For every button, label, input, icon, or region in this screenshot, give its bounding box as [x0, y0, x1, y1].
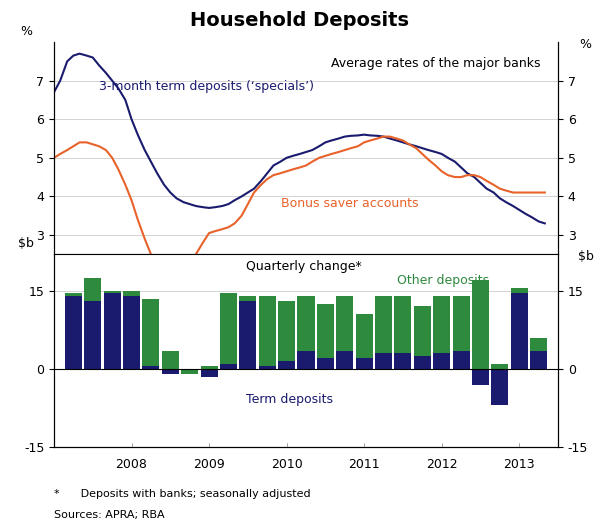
Bar — [65, 294, 82, 296]
Y-axis label: %: % — [20, 25, 32, 38]
Bar — [181, 369, 198, 374]
Bar — [104, 294, 121, 369]
Bar — [433, 296, 450, 353]
Bar — [200, 366, 218, 369]
Bar — [452, 351, 470, 369]
Bar — [511, 294, 528, 369]
Bar — [278, 301, 295, 361]
Bar — [220, 294, 237, 363]
Bar — [317, 359, 334, 369]
Bar — [181, 369, 198, 371]
Bar — [472, 369, 489, 385]
Bar — [239, 301, 256, 369]
Bar — [220, 363, 237, 369]
Text: Term deposits: Term deposits — [245, 393, 332, 406]
Bar — [336, 296, 353, 351]
Text: Bonus saver accounts: Bonus saver accounts — [281, 197, 418, 210]
Y-axis label: %: % — [580, 38, 592, 51]
Bar — [104, 291, 121, 294]
Bar — [530, 338, 547, 351]
Text: Other deposits: Other deposits — [397, 274, 489, 287]
Bar — [200, 369, 218, 377]
Text: *      Deposits with banks; seasonally adjusted: * Deposits with banks; seasonally adjust… — [54, 489, 311, 499]
Bar — [491, 363, 508, 369]
Bar — [239, 296, 256, 301]
Bar — [162, 369, 179, 374]
Bar — [142, 299, 160, 366]
Bar — [452, 296, 470, 351]
Y-axis label: $b: $b — [578, 250, 593, 264]
Bar — [84, 301, 101, 369]
Bar — [511, 288, 528, 294]
Bar — [317, 304, 334, 359]
Bar — [414, 306, 431, 356]
Text: Average rates of the major banks: Average rates of the major banks — [331, 57, 541, 70]
Bar — [259, 366, 276, 369]
Bar — [491, 369, 508, 406]
Bar — [298, 351, 314, 369]
Bar — [123, 296, 140, 369]
Bar — [123, 291, 140, 296]
Text: 3-month term deposits (‘specials’): 3-month term deposits (‘specials’) — [100, 80, 314, 93]
Bar — [414, 356, 431, 369]
Bar — [472, 280, 489, 369]
Bar — [84, 278, 101, 301]
Bar — [356, 359, 373, 369]
Bar — [394, 296, 412, 353]
Text: Sources: APRA; RBA: Sources: APRA; RBA — [54, 510, 164, 520]
Text: Household Deposits: Household Deposits — [191, 11, 409, 29]
Bar — [433, 353, 450, 369]
Bar — [278, 361, 295, 369]
Bar — [298, 296, 314, 351]
Bar — [142, 366, 160, 369]
Bar — [375, 296, 392, 353]
Bar — [336, 351, 353, 369]
Bar — [259, 296, 276, 366]
Text: Quarterly change*: Quarterly change* — [245, 260, 361, 273]
Bar — [530, 351, 547, 369]
Bar — [356, 314, 373, 359]
Bar — [162, 351, 179, 369]
Y-axis label: $b: $b — [19, 237, 34, 250]
Bar — [394, 353, 412, 369]
Bar — [65, 296, 82, 369]
Bar — [375, 353, 392, 369]
